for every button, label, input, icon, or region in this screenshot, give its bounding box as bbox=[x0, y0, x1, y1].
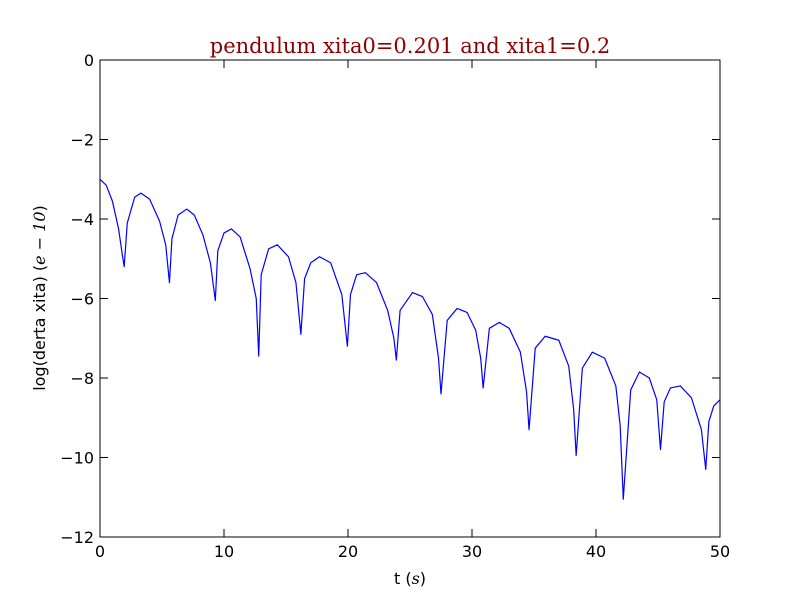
x-tick-label: 20 bbox=[338, 542, 358, 561]
y-axis-label-text: log(derta xita) bbox=[30, 276, 49, 391]
chart-title: pendulum xita0=0.201 and xita1=0.2 bbox=[210, 34, 611, 58]
x-tick-label: 30 bbox=[462, 542, 482, 561]
y-axis-label: log(derta xita) (e − 10) bbox=[30, 205, 49, 391]
x-tick-label: 0 bbox=[95, 542, 105, 561]
x-axis-unit: s bbox=[412, 569, 420, 588]
ticks-layer: 0 10 20 30 40 50 0 −2 −4 −6 −8 −10 −12 bbox=[60, 51, 730, 561]
y-tick-label: 0 bbox=[84, 51, 94, 70]
y-tick-label: −4 bbox=[70, 210, 94, 229]
plot-area bbox=[100, 60, 720, 537]
y-tick-label: −2 bbox=[70, 131, 94, 150]
series-line-0 bbox=[99, 178, 721, 500]
y-tick-label: −6 bbox=[70, 290, 94, 309]
x-axis-label: t (s) bbox=[394, 569, 426, 588]
x-tick-label: 40 bbox=[586, 542, 606, 561]
y-tick-label: −10 bbox=[60, 449, 94, 468]
y-tick-label: −12 bbox=[60, 528, 94, 547]
x-axis-label-text: t bbox=[394, 569, 400, 588]
x-tick-label: 50 bbox=[710, 542, 730, 561]
y-tick-label: −8 bbox=[70, 369, 94, 388]
series-layer bbox=[99, 178, 721, 500]
y-axis-unit: e − 10 bbox=[30, 211, 49, 264]
x-tick-label: 10 bbox=[214, 542, 234, 561]
